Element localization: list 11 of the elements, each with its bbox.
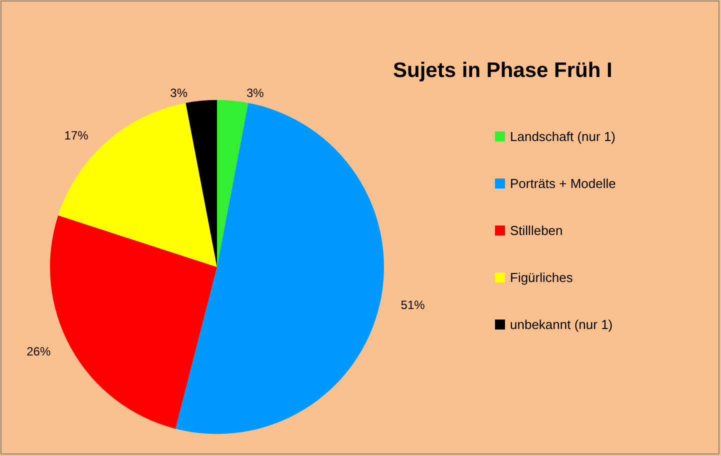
data-label: 3% bbox=[246, 86, 264, 100]
chart-title: Sujets in Phase Früh I bbox=[393, 59, 612, 82]
legend-label: Landschaft (nur 1) bbox=[510, 129, 616, 144]
data-label: 51% bbox=[400, 298, 426, 312]
legend-label: Stillleben bbox=[510, 223, 563, 238]
data-label: 3% bbox=[170, 86, 188, 100]
data-label: 17% bbox=[64, 128, 89, 143]
legend-label: unbekannt (nur 1) bbox=[510, 317, 613, 332]
legend-label: Figürliches bbox=[510, 270, 574, 285]
legend-label: Porträts + Modelle bbox=[510, 176, 616, 191]
data-label: 26% bbox=[26, 344, 51, 358]
